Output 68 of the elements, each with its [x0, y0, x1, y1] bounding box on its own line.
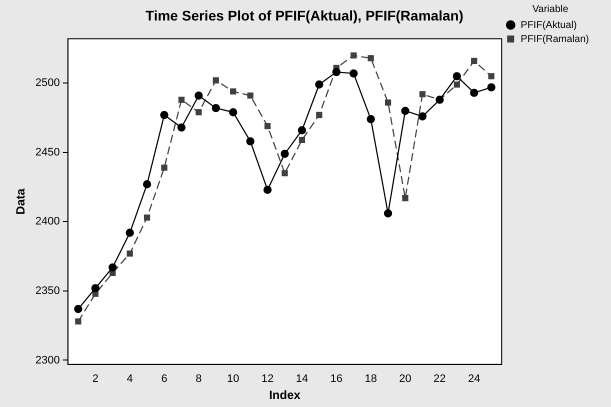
point [452, 72, 461, 80]
x-tick-label: 2 [92, 373, 98, 386]
point [384, 209, 392, 218]
x-axis-title: Index [269, 388, 301, 402]
x-tick-label: 4 [126, 373, 133, 386]
point [194, 92, 203, 100]
point [263, 186, 272, 194]
point [229, 108, 238, 116]
x-tick-label: 6 [161, 373, 168, 386]
point [350, 69, 358, 78]
point [350, 52, 357, 58]
y-tick-label: 2500 [35, 77, 60, 90]
point [160, 110, 168, 120]
x-tick-label: 8 [196, 373, 202, 386]
point [401, 106, 410, 115]
legend-title: Variable [532, 4, 569, 15]
x-tick-label: 14 [296, 373, 308, 386]
point [178, 96, 185, 103]
point [212, 77, 219, 84]
x-tick-label: 16 [330, 373, 343, 386]
point [298, 136, 306, 144]
point [91, 284, 100, 292]
y-axis-title: Data [14, 188, 28, 215]
point [126, 228, 134, 237]
y-tick-label: 2350 [35, 285, 60, 297]
y-tick-label: 2400 [35, 216, 60, 228]
x-tick-label: 24 [468, 373, 480, 386]
point [470, 88, 478, 97]
point [368, 55, 374, 62]
point [384, 99, 392, 106]
chart-title: Time Series Plot of PFIF(Aktual), PFIF(Ramalan) [146, 7, 464, 24]
y-tick-label: 2450 [35, 146, 60, 158]
point [316, 112, 322, 118]
point [298, 126, 306, 134]
point [419, 91, 426, 98]
point [280, 150, 289, 158]
point [418, 112, 427, 120]
point [471, 58, 478, 64]
point [142, 180, 152, 188]
x-tick-label: 22 [434, 373, 446, 386]
point [126, 250, 133, 257]
point [282, 170, 288, 176]
point [212, 104, 220, 112]
point [75, 318, 82, 325]
point [144, 214, 150, 221]
point [177, 123, 186, 132]
point [196, 109, 202, 116]
point [315, 80, 324, 89]
legend-label: PFIF(Aktual) [520, 20, 577, 31]
point [247, 92, 254, 99]
point [230, 88, 236, 95]
x-tick-label: 10 [226, 373, 240, 386]
point [402, 195, 408, 202]
legend-label: PFIF(Ramalan) [520, 34, 590, 45]
point [454, 81, 460, 88]
point [74, 304, 82, 314]
x-tick-label: 18 [364, 373, 377, 386]
point [332, 68, 341, 76]
point [246, 137, 254, 146]
point [161, 164, 168, 171]
x-tick-label: 20 [399, 373, 412, 386]
point [264, 123, 271, 130]
point [108, 263, 117, 272]
y-tick-label: 2300 [35, 354, 60, 366]
point [487, 83, 496, 92]
point [488, 73, 494, 80]
point [366, 115, 375, 124]
x-tick-label: 12 [261, 373, 274, 386]
